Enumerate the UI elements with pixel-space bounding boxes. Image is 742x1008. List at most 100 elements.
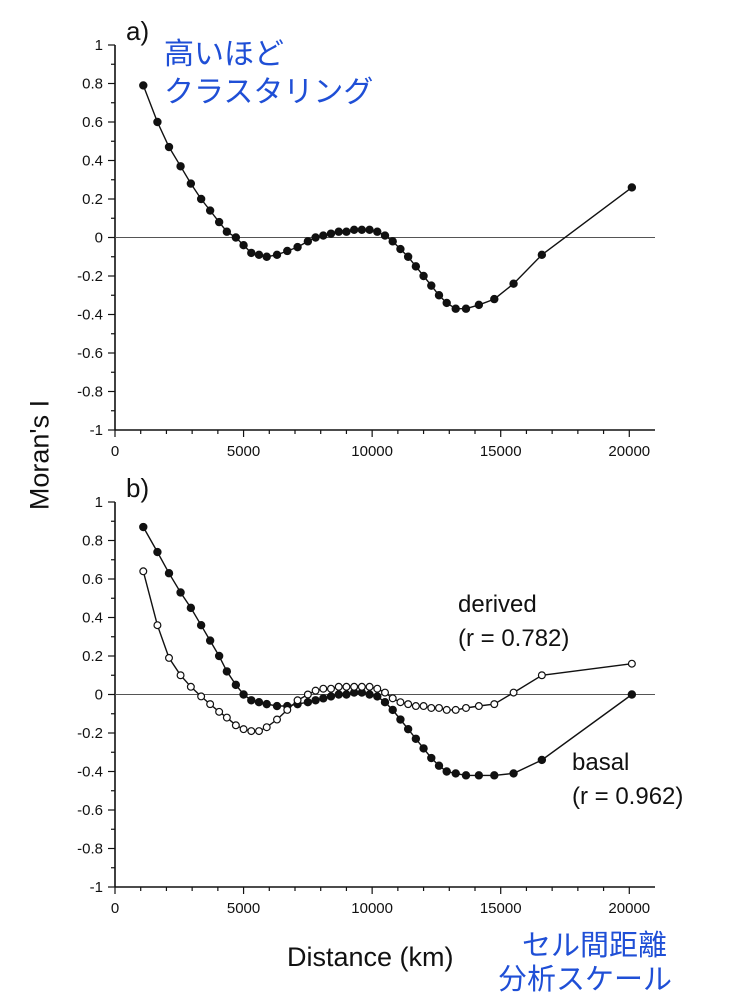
scale-annotation-line1: セル間距離	[522, 928, 668, 962]
derived-point	[153, 621, 162, 630]
x-tick-label: 10000	[351, 900, 393, 917]
derived-point	[442, 705, 451, 714]
basal-point	[326, 692, 336, 701]
basal-point	[388, 705, 397, 715]
y-tick-label: -0.6	[77, 345, 103, 362]
basal-point	[442, 767, 451, 776]
panel-label: a)	[126, 16, 149, 46]
y-tick-label: 0.2	[82, 191, 103, 208]
y-tick-label: -0.8	[77, 841, 103, 858]
derived-point	[462, 703, 471, 712]
derived-point	[311, 686, 320, 695]
basal-point	[365, 690, 374, 699]
y-tick-label: 0.8	[82, 76, 103, 93]
panel-a: 1 0.8 0.6 0.4 0.2 0 -0.2 -0.4 -0.6 -0.8 -1 0 5000 100…	[77, 16, 655, 460]
basal-point	[214, 651, 224, 661]
series-0-point	[427, 281, 436, 290]
derived-point	[342, 682, 351, 691]
basal-point	[222, 667, 232, 676]
basal-point	[311, 696, 320, 705]
basal-point	[239, 690, 248, 699]
basal-point	[164, 569, 174, 578]
derived-point	[293, 696, 302, 705]
basal-point	[176, 588, 185, 597]
basal-point	[247, 696, 256, 705]
derived-point	[627, 659, 636, 668]
series-0-point	[388, 237, 397, 246]
derived-point	[176, 671, 185, 680]
derived-point	[357, 682, 366, 691]
series-0-point	[373, 227, 382, 236]
basal-point	[537, 755, 547, 765]
derived-point	[411, 702, 420, 711]
series-0-point	[349, 225, 359, 234]
series-0-point	[365, 225, 374, 234]
series-0-point	[357, 225, 367, 234]
basal-point	[490, 771, 499, 780]
series-0-point	[319, 231, 328, 240]
derived-point	[303, 690, 312, 699]
basal-point	[451, 769, 460, 778]
derived-point	[388, 694, 397, 703]
series-0-point	[627, 183, 637, 192]
derived-point	[427, 703, 436, 712]
series-0-point	[380, 231, 390, 240]
basal-point	[373, 692, 382, 701]
derived-point	[283, 705, 292, 714]
series-0-point	[176, 162, 185, 171]
basal-point	[342, 690, 351, 699]
x-tick-label: 5000	[227, 443, 260, 460]
x-tick-label: 0	[111, 443, 119, 460]
derived-point	[165, 653, 174, 662]
basal-point	[231, 680, 241, 690]
basal-point	[396, 715, 405, 724]
series-0-point	[247, 248, 256, 258]
derived-point	[197, 692, 206, 701]
series-0-point	[474, 300, 484, 310]
basal-point	[434, 761, 444, 770]
series-0-point	[311, 233, 320, 242]
basal-point	[411, 734, 421, 743]
basal-point	[427, 753, 436, 763]
y-tick-label: -0.6	[77, 802, 103, 819]
series-0-line	[142, 85, 633, 310]
basal-point	[627, 690, 637, 699]
y-tick-label: 0.8	[82, 533, 103, 550]
basal-point	[186, 603, 196, 613]
series-0-point	[186, 179, 196, 188]
series-stat-label: (r = 0.962)	[572, 783, 683, 810]
basal-point	[272, 701, 282, 711]
basal-point	[334, 690, 343, 699]
series-0-point	[153, 117, 162, 127]
series-0-point	[283, 246, 292, 256]
series-0-point	[222, 227, 232, 236]
derived-point	[373, 684, 382, 693]
series-0-point	[451, 304, 460, 313]
derived-point	[490, 700, 499, 709]
x-tick-label: 15000	[480, 900, 522, 917]
y-tick-label: 1	[95, 494, 103, 511]
y-tick-label: -0.4	[77, 307, 103, 324]
derived-point	[404, 700, 413, 709]
derived-point	[451, 705, 460, 714]
derived-point	[537, 671, 546, 680]
clustering-annotation-line2: クラスタリング	[164, 75, 374, 110]
y-tick-label: 0	[95, 230, 103, 247]
panel-label: b)	[126, 473, 149, 503]
scale-annotation-line2: 分析スケール	[498, 962, 673, 996]
series-0-point	[490, 294, 499, 304]
y-axis-title: Moran's I	[24, 399, 55, 511]
series-0-point	[214, 217, 224, 227]
x-tick-label: 20000	[608, 900, 650, 917]
series-0-point	[272, 250, 282, 260]
y-tick-label: 0.4	[82, 153, 103, 170]
basal-point	[205, 636, 215, 645]
basal-point	[196, 621, 206, 630]
derived-point	[273, 715, 282, 724]
derived-point	[239, 725, 248, 734]
x-tick-label: 10000	[351, 443, 393, 460]
series-0-point	[196, 194, 206, 204]
derived-point	[334, 682, 343, 691]
